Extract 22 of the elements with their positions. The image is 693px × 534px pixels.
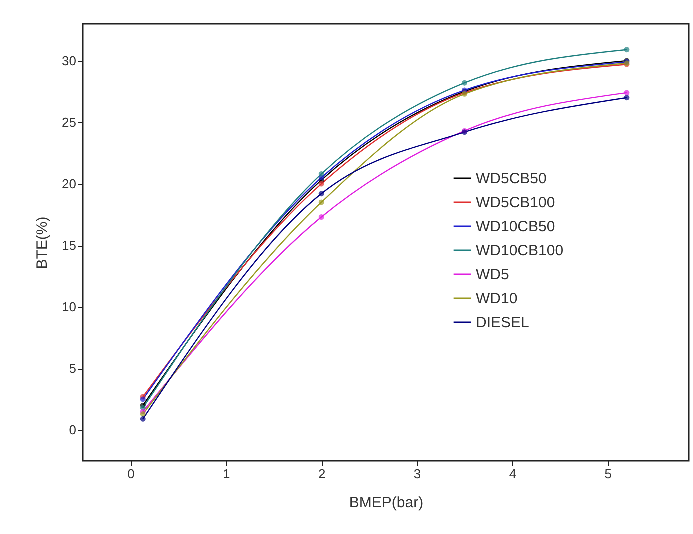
- x-tick-label: 2: [318, 466, 326, 482]
- legend-label: WD5: [476, 266, 510, 284]
- legend-label: WD10: [476, 290, 518, 308]
- x-tick-label: 5: [604, 466, 612, 482]
- y-tick-label: 20: [62, 176, 76, 192]
- legend-label: WD5CB100: [476, 194, 556, 212]
- y-axis-title: BTE(%): [34, 216, 52, 270]
- x-tick-label: 1: [223, 466, 230, 482]
- y-tick-label: 25: [62, 114, 76, 130]
- x-tick-label: 3: [414, 466, 422, 482]
- legend-label: WD10CB100: [476, 242, 564, 260]
- legend-label: WD10CB50: [476, 218, 556, 236]
- legend-label: DIESEL: [476, 314, 530, 332]
- x-tick-label: 4: [509, 466, 517, 482]
- legend-label: WD5CB50: [476, 170, 547, 188]
- y-tick-label: 5: [69, 361, 76, 376]
- y-tick-label: 15: [62, 238, 76, 254]
- y-tick-label: 0: [69, 422, 76, 438]
- x-tick-label: 0: [128, 466, 135, 482]
- y-tick-label: 30: [62, 53, 76, 68]
- x-axis-title: BMEP(bar): [349, 494, 424, 512]
- y-tick-label: 10: [62, 300, 76, 315]
